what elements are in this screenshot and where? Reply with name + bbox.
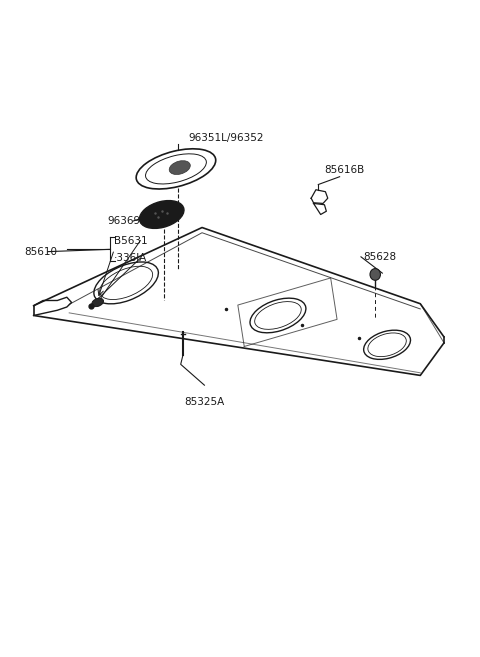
Text: ·336JA: ·336JA (114, 253, 147, 263)
Text: 96351L/96352: 96351L/96352 (188, 133, 264, 143)
Text: 85325A: 85325A (184, 397, 225, 407)
Text: B5631: B5631 (114, 236, 148, 246)
Ellipse shape (370, 269, 381, 281)
Text: 85628: 85628 (363, 252, 396, 262)
Ellipse shape (169, 161, 190, 175)
Ellipse shape (92, 298, 104, 307)
Text: 85616B: 85616B (324, 166, 364, 175)
Text: 85610: 85610 (24, 246, 57, 257)
Ellipse shape (140, 200, 184, 229)
Text: 96369: 96369 (107, 216, 140, 226)
